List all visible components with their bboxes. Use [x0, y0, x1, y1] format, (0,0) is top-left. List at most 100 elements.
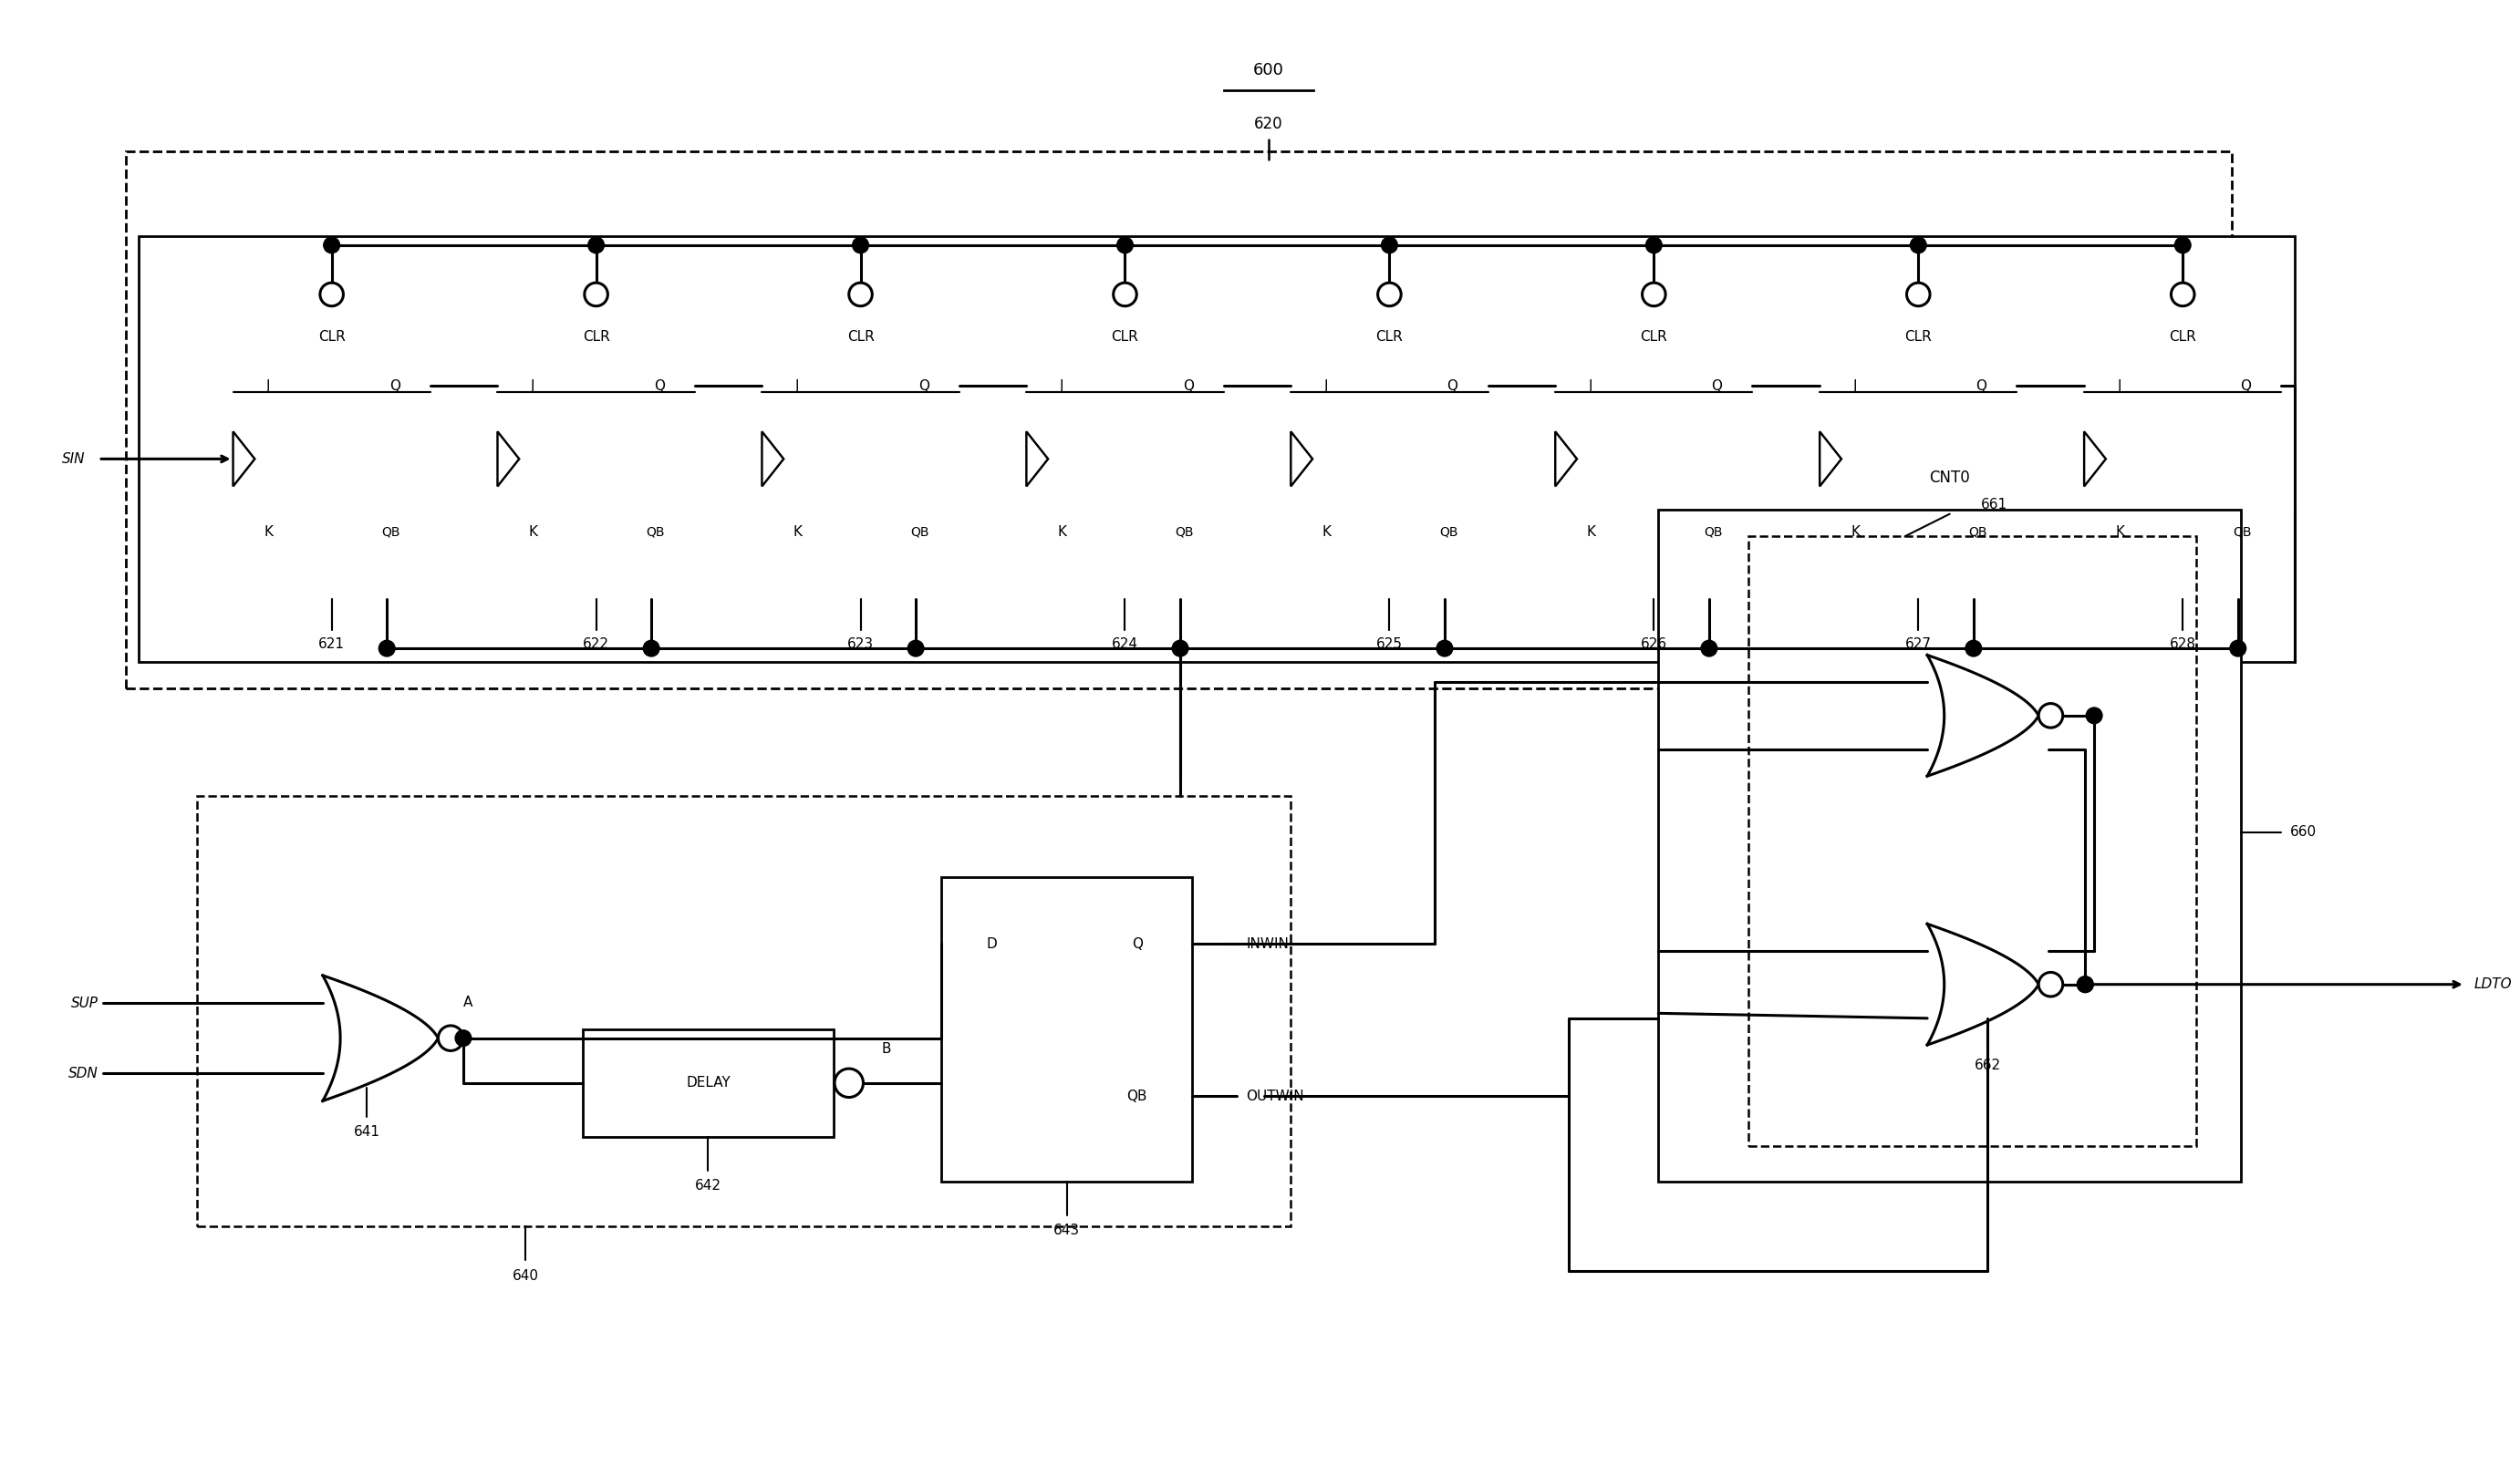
Text: 628: 628: [2170, 637, 2195, 651]
Text: 626: 626: [1641, 637, 1668, 651]
Text: 623: 623: [847, 637, 874, 651]
Text: J: J: [1588, 378, 1593, 393]
FancyBboxPatch shape: [1555, 295, 1751, 599]
Circle shape: [1966, 640, 1981, 656]
Text: K: K: [1058, 525, 1066, 538]
Circle shape: [1436, 640, 1452, 656]
Circle shape: [1910, 238, 1925, 254]
FancyBboxPatch shape: [496, 295, 696, 599]
Text: QB: QB: [1439, 525, 1459, 538]
Circle shape: [2076, 977, 2094, 993]
Text: Q: Q: [1131, 937, 1142, 951]
Text: J: J: [2117, 378, 2122, 393]
Text: QB: QB: [381, 525, 401, 538]
Text: CLR: CLR: [847, 330, 874, 343]
Text: 624: 624: [1111, 637, 1139, 651]
Text: 600: 600: [1252, 62, 1283, 79]
Circle shape: [1646, 238, 1661, 254]
Circle shape: [2230, 640, 2245, 656]
Text: CLR: CLR: [1111, 330, 1139, 343]
FancyBboxPatch shape: [197, 797, 1290, 1226]
Circle shape: [1643, 283, 1666, 307]
Text: K: K: [2114, 525, 2124, 538]
Text: OUTWIN: OUTWIN: [1245, 1090, 1303, 1103]
Text: DELAY: DELAY: [685, 1077, 731, 1090]
Text: 660: 660: [2291, 826, 2316, 839]
Text: J: J: [1326, 378, 1328, 393]
Text: LDTO: LDTO: [2475, 977, 2512, 992]
Text: CLR: CLR: [1641, 330, 1668, 343]
Text: CNT0: CNT0: [1930, 469, 1971, 487]
Circle shape: [456, 1030, 471, 1046]
Text: 625: 625: [1376, 637, 1404, 651]
Text: 622: 622: [582, 637, 610, 651]
Text: K: K: [794, 525, 801, 538]
Circle shape: [834, 1068, 864, 1097]
Circle shape: [438, 1025, 464, 1050]
Text: J: J: [532, 378, 534, 393]
Text: 620: 620: [1255, 116, 1283, 132]
FancyBboxPatch shape: [2084, 295, 2281, 599]
FancyBboxPatch shape: [1658, 509, 2240, 1181]
Circle shape: [1172, 640, 1189, 656]
Text: CLR: CLR: [1905, 330, 1933, 343]
Text: SIN: SIN: [63, 452, 86, 465]
Text: K: K: [529, 525, 537, 538]
Text: 642: 642: [696, 1179, 721, 1193]
Text: INWIN: INWIN: [1245, 937, 1288, 951]
Text: B: B: [882, 1042, 892, 1056]
Text: QB: QB: [1174, 525, 1194, 538]
Text: QB: QB: [645, 525, 665, 538]
FancyBboxPatch shape: [232, 295, 431, 599]
Circle shape: [585, 283, 607, 307]
Circle shape: [2087, 707, 2102, 723]
Circle shape: [1114, 283, 1137, 307]
Text: CLR: CLR: [318, 330, 345, 343]
Text: QB: QB: [910, 525, 930, 538]
Text: 643: 643: [1053, 1223, 1081, 1238]
Circle shape: [2076, 977, 2094, 993]
Text: J: J: [796, 378, 799, 393]
Circle shape: [2039, 704, 2064, 728]
Circle shape: [323, 238, 340, 254]
Circle shape: [643, 640, 660, 656]
Text: SUP: SUP: [71, 996, 98, 1009]
Text: QB: QB: [1704, 525, 1721, 538]
Text: Q: Q: [388, 378, 401, 393]
Text: CLR: CLR: [1376, 330, 1404, 343]
Text: Q: Q: [653, 378, 665, 393]
Text: 640: 640: [512, 1269, 539, 1282]
Text: K: K: [1850, 525, 1860, 538]
Circle shape: [1378, 283, 1401, 307]
Text: CLR: CLR: [582, 330, 610, 343]
Text: Q: Q: [1711, 378, 1724, 393]
Text: D: D: [985, 937, 998, 951]
Text: 661: 661: [1981, 499, 2008, 512]
FancyBboxPatch shape: [1749, 537, 2197, 1146]
Circle shape: [378, 640, 396, 656]
Circle shape: [1381, 238, 1399, 254]
Circle shape: [2172, 283, 2195, 307]
FancyBboxPatch shape: [761, 295, 960, 599]
Circle shape: [907, 640, 925, 656]
Text: K: K: [1585, 525, 1595, 538]
Text: A: A: [464, 996, 471, 1009]
Text: QB: QB: [2233, 525, 2250, 538]
FancyBboxPatch shape: [1290, 295, 1487, 599]
Circle shape: [320, 283, 343, 307]
Text: CLR: CLR: [2170, 330, 2197, 343]
FancyBboxPatch shape: [126, 151, 2233, 688]
Text: Q: Q: [917, 378, 930, 393]
FancyBboxPatch shape: [942, 877, 1192, 1181]
Text: J: J: [1061, 378, 1063, 393]
Circle shape: [849, 283, 872, 307]
Text: Q: Q: [1182, 378, 1194, 393]
FancyBboxPatch shape: [1026, 295, 1225, 599]
FancyBboxPatch shape: [582, 1030, 834, 1137]
Text: J: J: [267, 378, 270, 393]
Circle shape: [587, 238, 605, 254]
Text: K: K: [265, 525, 272, 538]
Circle shape: [1701, 640, 1716, 656]
Text: 621: 621: [318, 637, 345, 651]
Circle shape: [852, 238, 869, 254]
